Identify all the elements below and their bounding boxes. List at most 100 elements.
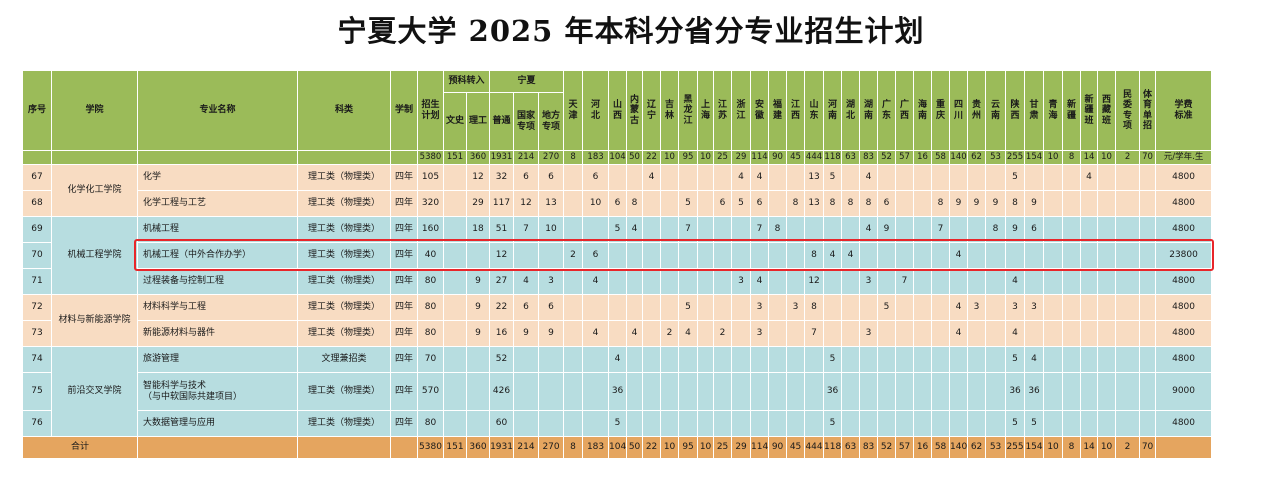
- header-seq: 序号: [22, 70, 52, 151]
- count-cell: 52: [877, 150, 897, 165]
- row-cell: 5: [877, 294, 897, 321]
- row-cell: [949, 372, 969, 411]
- row-cell: [642, 372, 662, 411]
- row-cell: 8: [859, 190, 879, 217]
- row-cell: [1115, 216, 1141, 243]
- row-cell: [465, 372, 491, 411]
- table-row: 73 新能源材料与器件 理工类（物理类） 四年 80 9 16 9 9 4 4 2 4 2 3 7 3 4 4 480…: [22, 320, 1213, 347]
- row-cell: 7: [804, 320, 825, 347]
- row-major: 化学工程与工艺: [137, 190, 298, 217]
- count-cell: 10: [697, 150, 715, 165]
- count-cell: 214: [513, 150, 540, 165]
- row-cell: [678, 268, 699, 295]
- row-cell: [931, 242, 951, 269]
- row-cell: [1080, 268, 1099, 295]
- total-cell: 2: [1115, 436, 1141, 459]
- row-cell: [1097, 268, 1117, 295]
- row-cell: [859, 410, 879, 437]
- row-cell: 18: [465, 216, 491, 243]
- row-cell: 8: [804, 242, 825, 269]
- row-seq: 70: [22, 242, 52, 269]
- page-title: 宁夏大学 2025 年本科分省分专业招生计划: [337, 14, 925, 48]
- row-cell: 5: [1005, 410, 1026, 437]
- row-cell: 4: [1005, 320, 1026, 347]
- row-cell: [443, 294, 467, 321]
- count-cell: 70: [1139, 150, 1157, 165]
- row-cell: [931, 294, 951, 321]
- row-cell: [713, 242, 733, 269]
- row-cell: [582, 294, 610, 321]
- row-cell: [1062, 216, 1082, 243]
- row-cell: 27: [489, 268, 515, 295]
- row-cell: [563, 346, 584, 373]
- row-cell: [841, 216, 861, 243]
- row-cell: 5: [1024, 410, 1045, 437]
- college-name: 机械工程学院: [51, 216, 138, 295]
- row-cell: [949, 216, 969, 243]
- row-cell: 4: [949, 242, 969, 269]
- row-cell: [985, 410, 1007, 437]
- row-cell: [768, 294, 788, 321]
- row-cell: 117: [489, 190, 515, 217]
- count-cell: 8: [1062, 150, 1082, 165]
- row-major: 大数据管理与应用: [137, 410, 298, 437]
- header-province: 河北: [582, 70, 610, 151]
- count-cell: 140: [949, 150, 969, 165]
- row-cell: [1043, 346, 1064, 373]
- total-cell: 70: [1139, 436, 1157, 459]
- row-cell: [913, 372, 933, 411]
- total-cell: 62: [967, 436, 987, 459]
- total-blank: [297, 436, 391, 459]
- count-blank: [297, 150, 391, 165]
- header-province: 安徽: [750, 70, 770, 151]
- row-cell: [1139, 268, 1157, 295]
- row-cell: 4: [731, 164, 752, 191]
- row-cell: [731, 372, 752, 411]
- row-cell: [538, 372, 565, 411]
- row-cell: [823, 294, 843, 321]
- row-cell: 3: [967, 294, 987, 321]
- row-cell: [895, 164, 915, 191]
- row-cell: [931, 346, 951, 373]
- header-nx-local: 地方 专项: [538, 92, 565, 151]
- row-cell: [465, 242, 491, 269]
- row-cell: [660, 242, 680, 269]
- row-cell: [1115, 164, 1141, 191]
- header-duration: 学制: [390, 70, 418, 151]
- row-category: 理工类（物理类）: [297, 164, 391, 191]
- row-cell: [841, 410, 861, 437]
- header-province: 新疆班: [1080, 70, 1099, 151]
- total-cell: 29: [731, 436, 752, 459]
- row-plan: 160: [417, 216, 444, 243]
- row-cell: [697, 242, 715, 269]
- row-cell: [804, 372, 825, 411]
- row-cell: [949, 268, 969, 295]
- row-cell: [1005, 242, 1026, 269]
- total-cell: 22: [642, 436, 662, 459]
- row-cell: [931, 268, 951, 295]
- row-cell: [563, 320, 584, 347]
- row-cell: 51: [489, 216, 515, 243]
- row-cell: 32: [489, 164, 515, 191]
- plan-table: 序号 学院 专业名称 科类 学制 招生 计划 预科转入 宁夏天津河北山西内蒙古辽宁吉林黑龙江上海…: [22, 70, 1213, 459]
- row-cell: [713, 216, 733, 243]
- total-cell: 8: [563, 436, 584, 459]
- row-plan: 80: [417, 294, 444, 321]
- row-cell: [1115, 346, 1141, 373]
- total-cell: 95: [678, 436, 699, 459]
- count-cell: 62: [967, 150, 987, 165]
- row-cell: [859, 242, 879, 269]
- header-province: 内蒙古: [626, 70, 644, 151]
- row-cell: 6: [1024, 216, 1045, 243]
- header-province: 新疆: [1062, 70, 1082, 151]
- row-plan: 40: [417, 242, 444, 269]
- row-cell: 5: [1005, 164, 1026, 191]
- row-cell: [443, 346, 467, 373]
- row-cell: [538, 346, 565, 373]
- total-label: 合计: [22, 436, 138, 459]
- row-cell: [1115, 190, 1141, 217]
- row-cell: 8: [823, 190, 843, 217]
- row-major: 化学: [137, 164, 298, 191]
- row-cell: [608, 164, 628, 191]
- row-cell: [642, 242, 662, 269]
